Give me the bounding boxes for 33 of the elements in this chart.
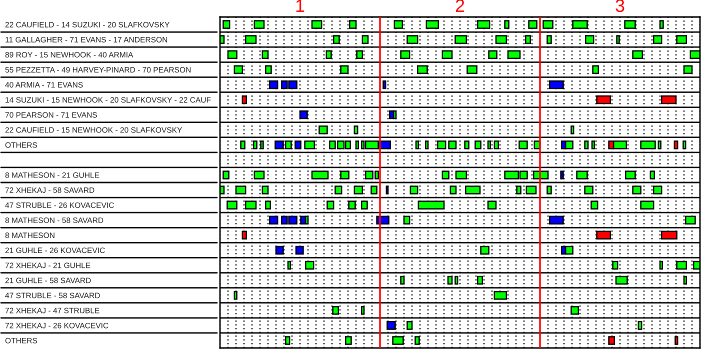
bar [311,170,329,180]
bar [464,186,481,194]
bar [650,170,656,180]
bar [640,200,654,210]
bar [240,140,246,150]
bar [564,140,574,150]
bar [584,140,589,150]
bar [658,140,662,150]
bar [674,140,678,150]
bar [264,200,272,210]
bar [418,200,445,210]
bar [487,200,497,210]
bar [546,186,552,194]
bar [584,186,594,194]
bar [355,140,360,150]
bar [632,186,642,194]
bar [226,200,238,210]
bar [424,140,429,150]
bar [442,170,450,180]
bar [518,140,528,150]
bar [682,140,686,150]
bar [334,186,342,194]
bar [222,170,230,180]
bar [448,140,457,150]
bar [450,186,457,194]
bar [474,140,482,150]
bar [590,200,598,210]
bar [360,200,368,210]
bar [370,186,378,194]
bar [326,200,334,210]
bar [464,140,470,150]
bar [235,186,246,194]
bar [640,140,656,150]
